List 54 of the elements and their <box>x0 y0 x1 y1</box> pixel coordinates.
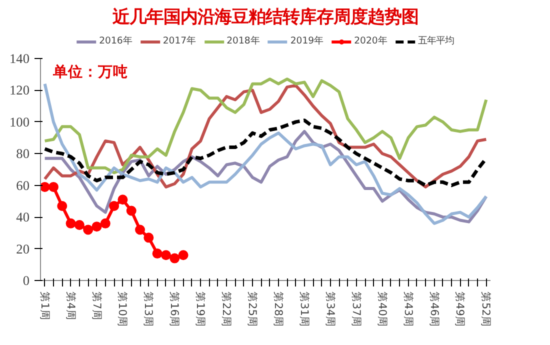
point <box>152 248 162 259</box>
line-series <box>43 118 488 188</box>
y-tick-label: 60 <box>16 178 30 193</box>
x-tick-label: 第40周 <box>376 292 389 328</box>
y-tick-label: 120 <box>10 82 30 98</box>
point <box>135 224 146 235</box>
legend-label: 2020年 <box>354 34 387 48</box>
point <box>74 220 84 230</box>
x-tick-label: 第52周 <box>480 292 493 328</box>
x-tick-label: 第7周 <box>90 292 104 320</box>
y-tick-label: 0 <box>22 273 30 288</box>
y-tick-label: 40 <box>16 210 30 225</box>
point <box>66 218 76 228</box>
line-series <box>43 78 488 174</box>
line-series <box>43 82 488 225</box>
legend-label: 2018年 <box>226 34 260 48</box>
point <box>40 182 50 192</box>
point <box>48 182 58 192</box>
y-tick-label: 100 <box>10 114 30 130</box>
x-tick-label: 第19周 <box>194 292 208 328</box>
x-tick-label: 第43周 <box>402 292 415 328</box>
point <box>92 222 102 232</box>
point <box>100 218 110 228</box>
point <box>126 206 136 216</box>
point <box>170 253 180 264</box>
y-tick-label: 80 <box>16 146 30 162</box>
point <box>83 224 94 235</box>
point <box>57 200 68 211</box>
legend-label: 2017年 <box>162 34 196 48</box>
x-tick-label: 第46周 <box>428 292 441 328</box>
x-tick-label: 第28周 <box>272 292 285 328</box>
x-tick-label: 第16周 <box>168 292 182 328</box>
x-tick-label: 第25周 <box>246 292 260 328</box>
legend-label: 五年平均 <box>418 34 454 48</box>
chart-title: 近几年国内沿海豆粕结转库存周度趋势图 <box>112 8 418 28</box>
point <box>160 250 171 260</box>
y-tick-label: 20 <box>16 241 30 256</box>
x-tick-label: 第49周 <box>454 292 467 328</box>
x-tick-label: 第13周 <box>142 292 156 328</box>
x-tick-label: 第10周 <box>116 292 130 328</box>
x-tick-label: 第34周 <box>324 292 337 328</box>
point <box>118 194 128 205</box>
point <box>178 250 188 260</box>
point <box>144 232 154 243</box>
x-tick-label: 第31周 <box>298 292 311 328</box>
legend-label: 2019年 <box>290 34 324 48</box>
x-tick-label: 第1周 <box>38 292 52 320</box>
legend-label: 2016年 <box>99 34 132 48</box>
x-tick-label: 第4周 <box>64 292 78 320</box>
x-tick-label: 第22周 <box>220 292 234 328</box>
y-tick-label: 140 <box>10 51 30 66</box>
x-tick-label: 第37周 <box>350 292 363 328</box>
point <box>109 200 120 211</box>
annotation: 单位：万吨 <box>52 64 128 80</box>
